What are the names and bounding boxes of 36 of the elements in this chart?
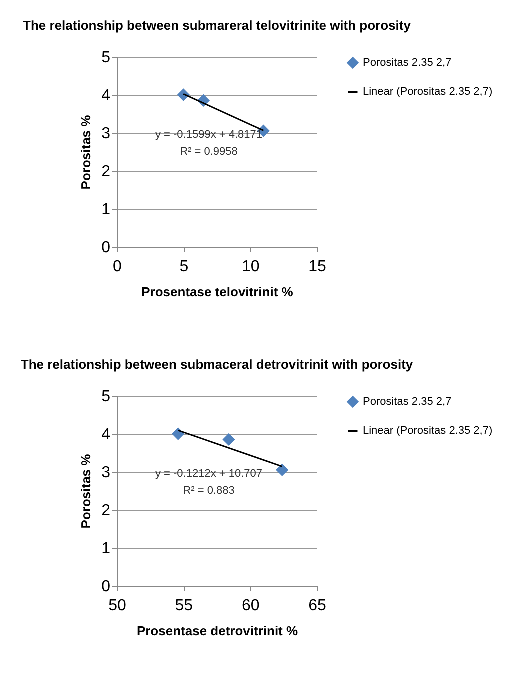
- y-tick-label: 0: [102, 240, 111, 256]
- point: [276, 464, 289, 476]
- x-axis-title: Prosentase telovitrinit %: [142, 284, 294, 300]
- y-axis-title: Porositas %: [78, 454, 94, 529]
- y-tick-label: 3: [102, 126, 111, 142]
- x-tick-label: 15: [308, 258, 326, 276]
- legend-label: Porositas 2.35 2,7: [363, 396, 452, 408]
- y-tick-label: 5: [102, 50, 111, 66]
- legend-label: Linear (Porositas 2.35 2,7): [363, 425, 493, 437]
- x-tick-label: 10: [242, 258, 260, 276]
- y-tick-label: 0: [102, 578, 111, 596]
- y-tick-label: 1: [102, 202, 111, 218]
- annotation: R² = 0.9958: [180, 146, 238, 158]
- y-tick-label: 3: [102, 464, 111, 482]
- x-tick-label: 50: [108, 598, 126, 614]
- legend-label: Porositas 2.35 2,7: [363, 57, 452, 69]
- y-tick-label: 2: [102, 164, 111, 180]
- x-tick-label: 65: [308, 598, 326, 614]
- legend-label: Linear (Porositas 2.35 2,7): [363, 86, 493, 98]
- annotation: y = -0.1599x + 4.8171: [155, 129, 263, 141]
- x-tick-label: 5: [180, 258, 189, 276]
- annotation: R² = 0.883: [183, 485, 235, 497]
- chart-title: The relationship between submaceral detrovitrinit with porosity: [20, 357, 414, 372]
- x-tick-label: 0: [113, 258, 122, 276]
- point: [222, 433, 236, 446]
- y-tick-label: 4: [102, 426, 111, 444]
- x-tick-label: 60: [242, 598, 260, 614]
- y-tick-label: 1: [102, 540, 111, 558]
- y-tick-label: 2: [102, 502, 111, 520]
- y-tick-label: 5: [102, 388, 111, 406]
- y-axis-title: Porositas %: [78, 114, 94, 190]
- x-axis-title: Prosentase detrovitrinit %: [136, 624, 298, 638]
- x-tick-label: 55: [175, 598, 194, 614]
- chart-title: The relationship between submareral telovitrinite with porosity: [23, 18, 412, 33]
- annotation: y = -0.1212x + 10.707: [155, 468, 263, 480]
- y-tick-label: 4: [102, 88, 111, 104]
